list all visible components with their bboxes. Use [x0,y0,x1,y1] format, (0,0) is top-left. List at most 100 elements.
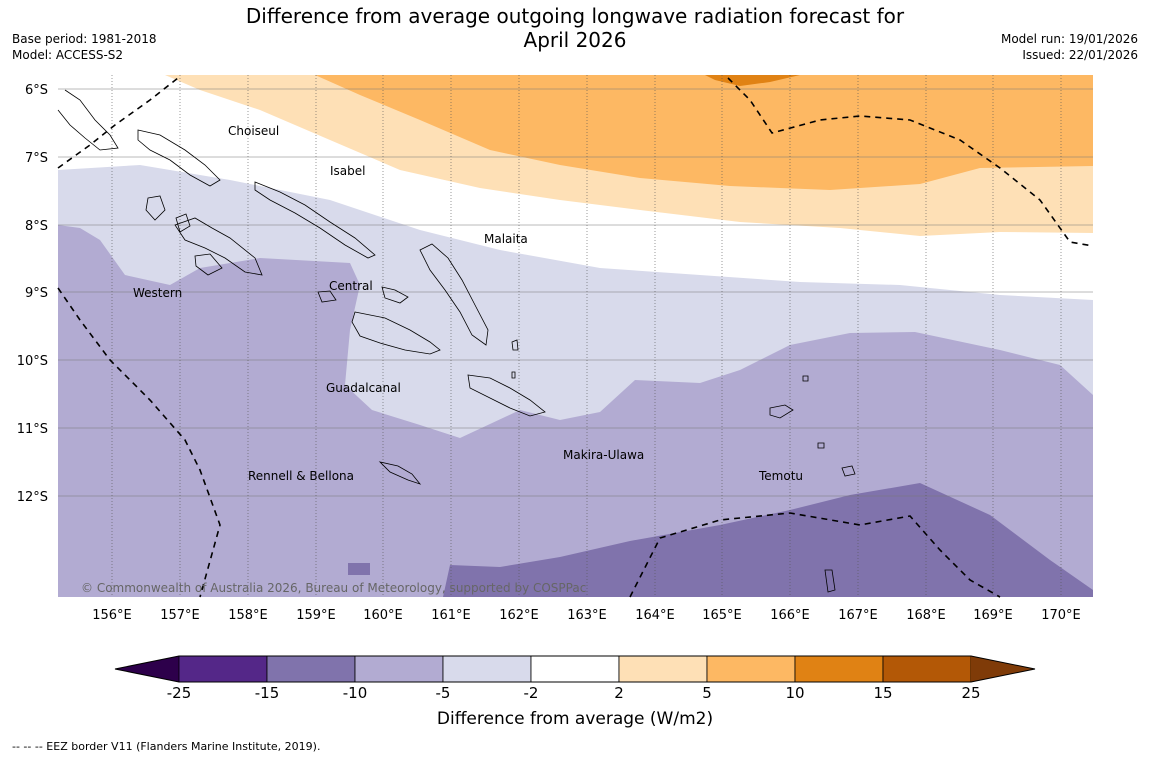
colorbar-tick-label: 25 [961,684,981,702]
colorbar-extend-high [971,656,1035,682]
malaita-island [419,243,489,346]
base-period: Base period: 1981-2018 [12,32,157,46]
lat-label: 10°S [17,354,48,369]
makira-island [467,374,546,417]
colorbar-tick-label: 10 [785,684,805,702]
region-label-western: Western [133,286,182,300]
colorbar-tick-label: -15 [254,684,280,702]
longitude-labels: 156°E 157°E 158°E 159°E 160°E 161°E 162°E 163°E… [92,608,1081,623]
lon-label: 163°E [567,608,607,623]
gridlines [58,75,1093,597]
region-label-central: Central [329,279,373,293]
eez-border-west [57,287,221,598]
band-minus15-minus10-patch [348,563,370,575]
colorbar-tick-label: -10 [342,684,368,702]
lon-label: 165°E [702,608,742,623]
lon-label: 162°E [499,608,539,623]
lon-label: 161°E [431,608,471,623]
map-plot-area [58,75,1093,597]
chart-title: Difference from average outgoing longwav… [0,4,1150,52]
santa-cruz-islands [769,404,794,419]
region-label-makira-ulawa: Makira-Ulawa [563,448,644,462]
lon-label: 156°E [92,608,132,623]
colorbar-segment [442,655,532,683]
lon-label: 167°E [838,608,878,623]
region-label-isabel: Isabel [330,164,365,178]
lat-label: 6°S [25,83,48,98]
region-label-guadalcanal: Guadalcanal [326,381,401,395]
isabel-island [254,181,376,259]
latitude-labels: 6°S 7°S 8°S 9°S 10°S 11°S 12°S [17,83,48,505]
title-line-2: April 2026 [523,28,627,52]
rennell-island [378,461,422,485]
lon-label: 168°E [906,608,946,623]
rendova-island [194,253,223,276]
eez-border-northwest [57,77,179,169]
lon-label: 157°E [160,608,200,623]
sikaiana-island [511,339,519,351]
lon-label: 170°E [1041,608,1081,623]
colorbar-segment [882,655,972,683]
region-label-temotu: Temotu [758,469,803,483]
copyright-notice: © Commonwealth of Australia 2026, Bureau… [81,581,586,595]
meta-left: Base period: 1981-2018 Model: ACCESS-S2 [12,31,157,63]
band-plus5-plus10 [315,75,1093,190]
reef-islands [802,375,809,382]
lon-label: 160°E [363,608,403,623]
eez-border-northeast [727,77,1094,247]
region-labels: Choiseul Isabel Malaita Western Central … [133,124,803,483]
lon-label: 166°E [770,608,810,623]
guadalcanal-island [351,311,441,355]
region-label-rennell-bellona: Rennell & Bellona [248,469,354,483]
lat-label: 12°S [17,490,48,505]
lon-label: 159°E [296,608,336,623]
colorbar-outline [114,655,1036,683]
kolombangara [175,213,191,233]
issued-date: Issued: 22/01/2026 [1022,48,1138,62]
colorbar-extend-low [115,656,179,682]
lat-label: 9°S [25,286,48,301]
vanikoro-island [841,465,856,477]
colorbar-tick-label: 15 [873,684,893,702]
model-run: Model run: 19/01/2026 [1000,32,1138,46]
colorbar [114,655,1036,683]
lat-label: 8°S [25,219,48,234]
lon-label: 169°E [973,608,1013,623]
region-label-choiseul: Choiseul [228,124,279,138]
lon-label: 158°E [228,608,268,623]
lat-label: 11°S [17,422,48,437]
bougainville-coast [57,89,119,151]
torres-islands [824,569,836,593]
colorbar-title: Difference from average (W/m2) [436,709,714,729]
ulawa-island [511,371,516,379]
lon-label: 164°E [635,608,675,623]
colorbar-tick-label: -5 [435,684,451,702]
colorbar-segment [178,655,268,683]
russell-islands [317,290,337,303]
colorbar-segment [266,655,356,683]
eez-footnote: -- -- -- EEZ border V11 (Flanders Marine… [12,740,321,753]
colorbar-segment [706,655,796,683]
forecast-map: Choiseul Isabel Malaita Western Central … [17,75,1094,683]
florida-islands [381,286,409,304]
band-minus15-minus10 [443,483,1093,597]
title-line-1: Difference from average outgoing longwav… [245,4,905,28]
colorbar-segment [530,655,620,683]
eez-borders [57,77,1094,598]
meta-right: Model run: 19/01/2026 Issued: 22/01/2026 [1001,31,1138,63]
choiseul-island [137,129,221,187]
lat-label: 7°S [25,151,48,166]
vella-lavella [145,195,166,221]
model-name: Model: ACCESS-S2 [12,48,124,62]
coastlines [57,89,856,593]
colorbar-segments [178,655,972,683]
region-label-malaita: Malaita [484,232,528,246]
tikopia-island [817,442,825,449]
new-georgia-islands [174,217,263,276]
colorbar-segment [354,655,444,683]
colorbar-tick-label: -2 [523,684,539,702]
colorbar-tick-label: 2 [614,684,624,702]
colorbar-segment [794,655,884,683]
colorbar-segment [618,655,708,683]
colorbar-tick-label: -25 [166,684,192,702]
